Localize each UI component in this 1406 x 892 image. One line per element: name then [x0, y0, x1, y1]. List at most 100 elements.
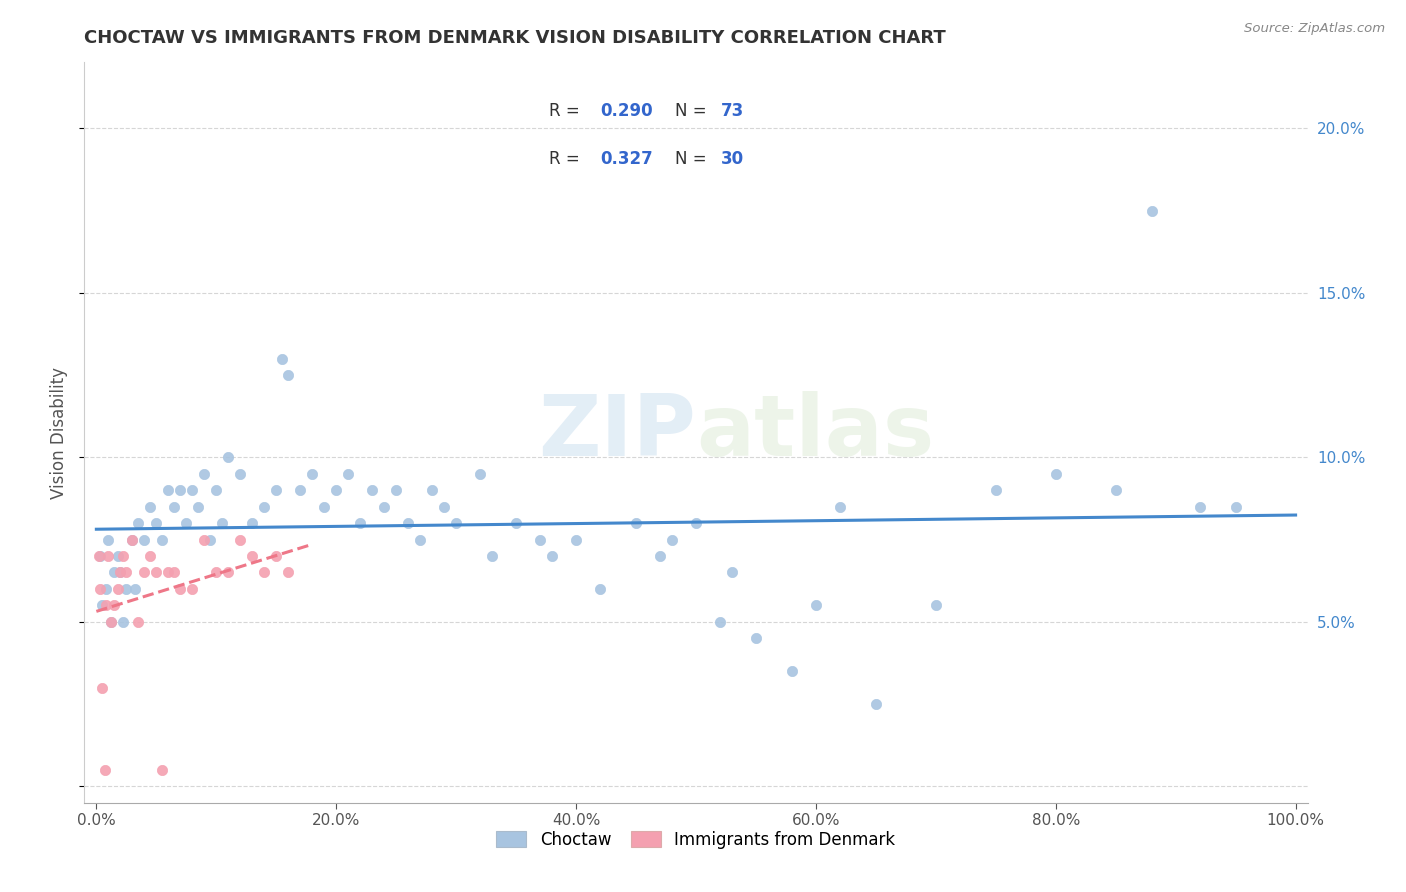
Point: [211, 516, 233, 530]
Point: [100, 615, 122, 629]
Point: [1188, 500, 1211, 514]
Point: [205, 566, 228, 580]
Point: [134, 566, 156, 580]
Point: [505, 516, 527, 530]
Point: [1225, 500, 1247, 514]
Point: [157, 483, 180, 498]
Point: [325, 483, 347, 498]
Point: [145, 566, 167, 580]
Text: 0.327: 0.327: [600, 150, 654, 168]
Point: [271, 351, 294, 366]
Point: [529, 533, 551, 547]
Point: [97, 549, 120, 563]
Point: [121, 533, 143, 547]
Point: [163, 566, 186, 580]
Point: [229, 533, 252, 547]
Point: [169, 582, 191, 596]
Point: [277, 566, 299, 580]
Point: [290, 483, 312, 498]
Point: [661, 533, 683, 547]
Point: [150, 763, 173, 777]
Text: R =: R =: [550, 150, 585, 168]
Text: ZIP: ZIP: [538, 391, 696, 475]
Point: [229, 467, 252, 481]
Point: [349, 516, 371, 530]
Point: [193, 467, 215, 481]
Point: [373, 500, 395, 514]
Point: [121, 533, 143, 547]
Point: [217, 566, 239, 580]
Point: [1140, 203, 1163, 218]
Point: [409, 533, 432, 547]
Point: [240, 549, 263, 563]
Point: [565, 533, 588, 547]
Point: [685, 516, 707, 530]
Point: [97, 533, 120, 547]
Point: [94, 582, 117, 596]
Point: [828, 500, 851, 514]
Point: [107, 549, 129, 563]
Point: [745, 632, 768, 646]
Point: [150, 533, 173, 547]
Point: [111, 549, 134, 563]
Point: [87, 549, 110, 563]
Point: [193, 533, 215, 547]
Point: [481, 549, 503, 563]
Point: [709, 615, 731, 629]
Point: [264, 549, 287, 563]
Point: [301, 467, 323, 481]
Point: [385, 483, 408, 498]
Point: [396, 516, 419, 530]
Point: [157, 566, 180, 580]
Point: [361, 483, 384, 498]
Point: [1105, 483, 1128, 498]
Point: [865, 697, 887, 711]
Point: [181, 582, 204, 596]
Point: [91, 599, 114, 613]
Point: [624, 516, 647, 530]
Point: [89, 582, 111, 596]
Text: 73: 73: [720, 102, 744, 120]
Point: [110, 566, 132, 580]
Point: [984, 483, 1007, 498]
Point: [314, 500, 336, 514]
Point: [145, 516, 167, 530]
Point: [107, 582, 129, 596]
Text: Source: ZipAtlas.com: Source: ZipAtlas.com: [1244, 22, 1385, 36]
Point: [1045, 467, 1067, 481]
Point: [444, 516, 467, 530]
Point: [721, 566, 744, 580]
Point: [100, 615, 122, 629]
Point: [804, 599, 827, 613]
Point: [115, 566, 138, 580]
Text: N =: N =: [675, 150, 711, 168]
Point: [139, 549, 162, 563]
Point: [433, 500, 456, 514]
Point: [127, 615, 149, 629]
Point: [337, 467, 360, 481]
Point: [110, 566, 132, 580]
Point: [264, 483, 287, 498]
Text: 30: 30: [720, 150, 744, 168]
Point: [103, 599, 125, 613]
Point: [124, 582, 146, 596]
Point: [420, 483, 443, 498]
Point: [200, 533, 222, 547]
Point: [174, 516, 197, 530]
Point: [139, 500, 162, 514]
Point: [277, 368, 299, 382]
Point: [111, 615, 134, 629]
Point: [468, 467, 491, 481]
Point: [253, 500, 276, 514]
Point: [925, 599, 948, 613]
Point: [127, 516, 149, 530]
Text: CHOCTAW VS IMMIGRANTS FROM DENMARK VISION DISABILITY CORRELATION CHART: CHOCTAW VS IMMIGRANTS FROM DENMARK VISIO…: [84, 29, 946, 47]
Text: 0.290: 0.290: [600, 102, 654, 120]
Point: [134, 533, 156, 547]
Point: [187, 500, 209, 514]
Point: [169, 483, 191, 498]
Point: [91, 681, 114, 695]
Point: [89, 549, 111, 563]
Point: [181, 483, 204, 498]
Point: [94, 599, 117, 613]
